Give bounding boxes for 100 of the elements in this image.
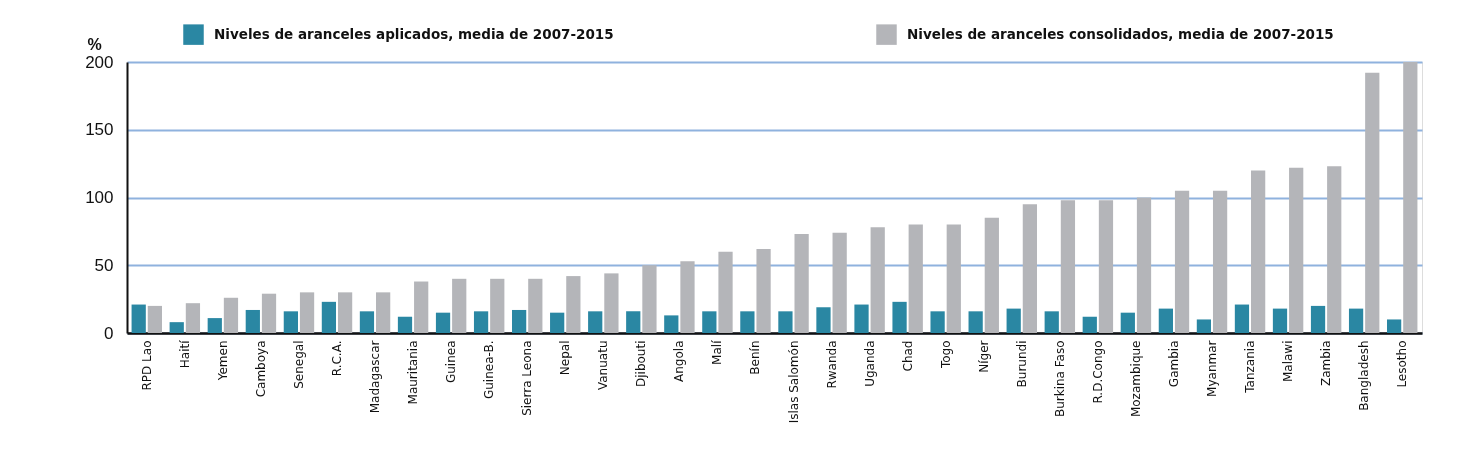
bar <box>816 307 831 333</box>
bar <box>1348 308 1364 333</box>
y-axis-title: % <box>87 35 102 53</box>
bar <box>147 305 162 333</box>
x-tick-label: Burkina Faso <box>1052 340 1067 418</box>
bar <box>207 318 222 333</box>
y-tick-label: 200 <box>85 52 114 72</box>
x-tick-label: Benín <box>748 340 763 375</box>
bar <box>756 248 771 333</box>
x-tick-label: Sierra Leona <box>520 340 535 416</box>
bar <box>1234 304 1250 333</box>
bar <box>718 251 733 333</box>
bar <box>642 265 657 333</box>
x-tick-label: Djibouti <box>634 340 649 388</box>
x-tick-label: Rwanda <box>824 340 839 389</box>
x-tick-label: RPD Lao <box>139 340 154 391</box>
x-tick-label: Malawi <box>1281 340 1296 383</box>
x-tick-label: Haití <box>177 339 192 369</box>
bar <box>626 311 641 333</box>
bar <box>1272 308 1288 333</box>
bar <box>1120 312 1135 333</box>
legend-label: Niveles de aranceles consolidados, media de 2007-2015 <box>907 25 1334 42</box>
bar <box>854 304 869 333</box>
x-tick-label: Angola <box>672 340 687 382</box>
bar <box>946 224 961 333</box>
x-tick-label: Madagascar <box>368 340 383 414</box>
x-tick-label: R.C.A. <box>330 340 344 377</box>
bar <box>376 292 391 333</box>
bar <box>908 224 923 333</box>
x-tick-label: Uganda <box>862 340 877 387</box>
x-tick-label: Burundi <box>1014 340 1029 388</box>
bar <box>1098 200 1114 333</box>
x-tick-label: Lesotho <box>1395 340 1410 388</box>
y-tick-label: 150 <box>85 120 114 140</box>
y-tick-label: 50 <box>94 255 114 275</box>
bar <box>435 312 451 333</box>
bar <box>968 311 983 333</box>
x-tick-label: Senegal <box>291 340 306 389</box>
bar <box>473 311 489 333</box>
bar <box>680 261 695 333</box>
bar <box>490 278 505 333</box>
bar <box>1082 316 1097 333</box>
bar <box>1158 308 1173 333</box>
bar <box>1289 167 1304 333</box>
bar <box>185 303 201 333</box>
bar <box>1174 190 1190 333</box>
x-tick-label: Níger <box>976 340 991 373</box>
bar <box>1060 200 1076 333</box>
bar <box>1310 305 1326 333</box>
bar <box>566 276 581 333</box>
legend-label: Niveles de aranceles aplicados, media de 2007-2015 <box>214 25 614 42</box>
y-tick-label: 0 <box>104 323 114 343</box>
bar <box>870 227 885 333</box>
x-tick-label: Guinea-B. <box>482 340 497 400</box>
bar <box>778 311 793 333</box>
bar <box>832 232 847 333</box>
bar <box>1196 319 1212 333</box>
x-tick-label: Bangladesh <box>1357 340 1372 411</box>
bar <box>223 297 239 333</box>
bar <box>261 293 277 333</box>
bar <box>794 234 809 333</box>
x-tick-label: Chad <box>900 340 915 372</box>
bar <box>414 281 429 333</box>
bar <box>984 217 999 333</box>
x-tick-label: R.D.Congo <box>1090 340 1105 404</box>
bar <box>299 292 315 333</box>
bar <box>930 311 945 333</box>
x-tick-label: Islas Salomón <box>786 340 801 424</box>
bar <box>664 315 679 333</box>
x-tick-label: Guinea <box>444 340 459 384</box>
y-tick-label: 100 <box>85 188 114 207</box>
x-tick-label: Nepal <box>558 340 573 376</box>
x-tick-label: Togo <box>938 340 953 370</box>
bar <box>1251 170 1266 333</box>
bar <box>1403 62 1418 333</box>
bar <box>245 309 260 333</box>
bar <box>550 312 565 333</box>
x-tick-label: Mozambique <box>1128 340 1143 418</box>
bar <box>337 292 353 333</box>
bar <box>604 273 619 333</box>
bar <box>528 278 543 333</box>
x-tick-label: Yemen <box>215 340 230 382</box>
x-tick-label: Tanzania <box>1243 340 1258 394</box>
bar <box>131 304 146 333</box>
bar <box>702 311 717 333</box>
bar <box>512 309 527 333</box>
bar <box>283 311 298 333</box>
bar <box>359 311 375 333</box>
bar <box>321 301 337 333</box>
bar <box>1006 308 1021 333</box>
bar <box>1212 190 1228 333</box>
x-tick-label: Mauritania <box>406 340 421 405</box>
bar <box>588 311 603 333</box>
bar <box>740 311 755 333</box>
bar <box>1387 319 1402 333</box>
bar <box>452 278 467 333</box>
x-tick-label: Malí <box>710 339 725 365</box>
bar <box>1327 166 1342 333</box>
bar <box>397 316 413 333</box>
x-tick-label: Vanuatu <box>596 340 611 391</box>
